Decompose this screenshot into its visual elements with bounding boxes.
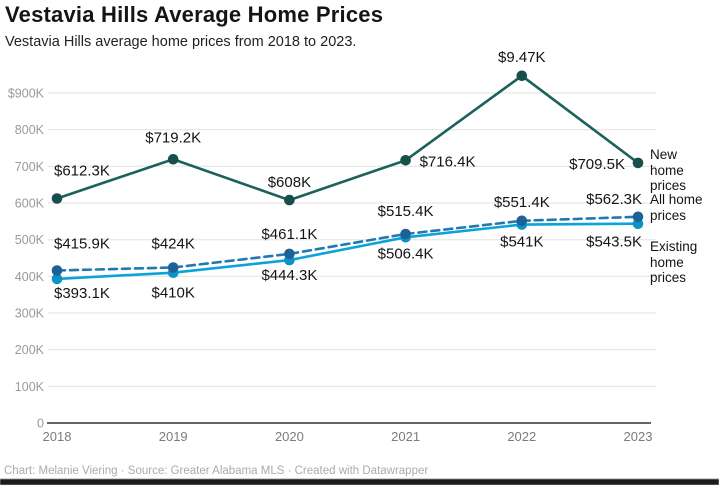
data-point-new-home-prices[interactable] xyxy=(51,193,63,204)
point-label: $393.1K xyxy=(54,285,110,302)
y-tick-label: 700K xyxy=(15,160,45,174)
point-label: $541K xyxy=(500,234,543,251)
data-point-all-home-prices[interactable] xyxy=(400,228,411,240)
point-label: $415.9K xyxy=(54,236,110,253)
y-tick-label: 300K xyxy=(15,307,45,321)
data-point-all-home-prices[interactable] xyxy=(167,262,179,273)
x-tick-label: 2020 xyxy=(275,429,304,444)
point-label: $410K xyxy=(152,285,195,302)
point-label: $444.3K xyxy=(261,267,317,284)
data-point-new-home-prices[interactable] xyxy=(632,157,644,169)
y-tick-label: $900K xyxy=(8,87,45,101)
point-label: $709.5K xyxy=(569,156,625,173)
y-tick-label: 600K xyxy=(15,197,45,211)
data-point-new-home-prices[interactable] xyxy=(284,194,295,206)
point-label: $506.4K xyxy=(378,245,434,262)
data-point-all-home-prices[interactable] xyxy=(516,215,528,227)
data-point-all-home-prices[interactable] xyxy=(284,248,295,260)
x-tick-label: 2021 xyxy=(391,429,420,444)
x-tick-label: 2022 xyxy=(507,429,536,444)
point-label: $515.4K xyxy=(378,203,434,220)
chart-credit: Chart: Melanie Viering · Source: Greater… xyxy=(4,465,429,477)
point-label: $543.5K xyxy=(586,234,642,251)
point-label: $719.2K xyxy=(145,129,201,146)
point-label: $461.1K xyxy=(261,226,317,243)
point-label: $608K xyxy=(268,174,311,191)
data-point-new-home-prices[interactable] xyxy=(400,155,411,166)
series-line-new-home-prices xyxy=(55,74,640,202)
x-tick-label: 2023 xyxy=(624,429,653,444)
y-tick-label: 100K xyxy=(15,380,45,394)
y-tick-label: 200K xyxy=(15,343,45,357)
y-tick-label: 400K xyxy=(15,270,45,284)
series-line-existing-home-prices xyxy=(55,222,640,281)
point-label: $562.3K xyxy=(586,191,642,208)
y-tick-label: 500K xyxy=(15,233,45,247)
point-label: $716.4K xyxy=(420,153,476,170)
chart-title: Vestavia Hills Average Home Prices xyxy=(5,2,384,27)
chart-subtitle: Vestavia Hills average home prices from … xyxy=(5,34,357,50)
data-point-existing-home-prices[interactable] xyxy=(51,273,63,285)
y-tick-label: 0 xyxy=(37,417,44,431)
x-tick-label: 2018 xyxy=(43,429,72,444)
data-point-new-home-prices[interactable] xyxy=(167,154,179,165)
point-label: $612.3K xyxy=(54,163,110,180)
point-label: $424K xyxy=(152,236,195,253)
bottom-edge-artifact xyxy=(0,479,719,485)
point-label: $551.4K xyxy=(494,194,550,211)
point-label: $9.47K xyxy=(498,49,546,66)
series-line-all-home-prices xyxy=(55,215,640,272)
data-point-new-home-prices[interactable] xyxy=(516,70,528,82)
data-point-all-home-prices[interactable] xyxy=(51,265,63,276)
data-point-all-home-prices[interactable] xyxy=(632,211,644,223)
y-tick-label: 800K xyxy=(15,123,45,137)
x-tick-label: 2019 xyxy=(159,429,188,444)
